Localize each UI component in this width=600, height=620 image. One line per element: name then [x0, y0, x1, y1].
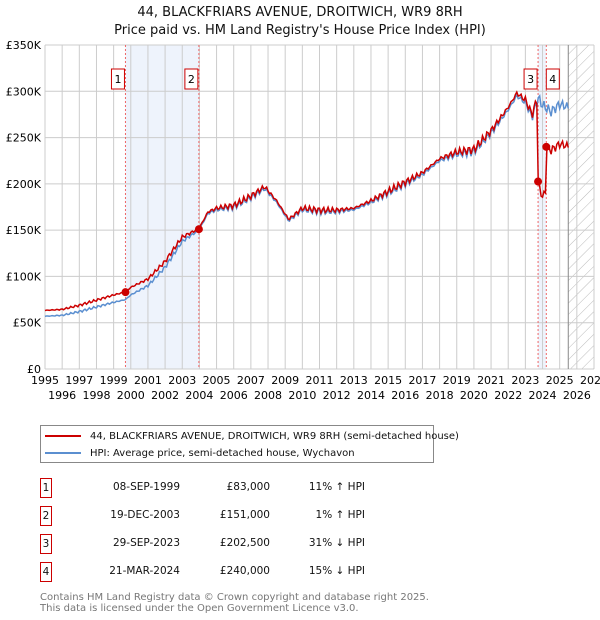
y-tick-label: £100K: [6, 270, 42, 283]
x-tick-label: 2011: [306, 374, 334, 387]
x-tick-label: 2027: [580, 374, 600, 387]
x-tick-label: 2022: [494, 389, 522, 402]
property-price-line: [44, 90, 569, 312]
x-tick-label: 1995: [31, 374, 59, 387]
sale-label-number: 1: [114, 73, 121, 86]
legend-swatch-blue: [45, 452, 81, 454]
sale-number-badge: 3: [40, 534, 52, 554]
legend-label: 44, BLACKFRIARS AVENUE, DROITWICH, WR9 8…: [90, 430, 459, 442]
sale-label-box: 2: [184, 68, 199, 90]
footer: Contains HM Land Registry data © Crown c…: [40, 592, 429, 614]
sale-date: 29-SEP-2023: [112, 537, 180, 549]
sale-label-number: 3: [527, 73, 534, 86]
footer-line: This data is licensed under the Open Gov…: [40, 603, 359, 614]
sale-price: £202,500: [219, 537, 270, 549]
y-tick-label: £250K: [6, 132, 42, 145]
x-tick-label: 2021: [477, 374, 505, 387]
sale-hpi-diff: 15% ↓ HPI: [308, 565, 365, 577]
legend-item-hpi: HPI: Average price, semi-detached house,…: [45, 446, 355, 460]
sale-price: £151,000: [219, 509, 270, 521]
sale-label-number: 4: [549, 73, 556, 86]
sale-point[interactable]: [542, 142, 551, 151]
y-tick-label: £350K: [6, 39, 42, 52]
y-tick-label: £150K: [6, 224, 42, 237]
x-tick-label: 2024: [529, 389, 557, 402]
x-tick-label: 1997: [65, 374, 93, 387]
sale-date: 08-SEP-1999: [112, 481, 180, 493]
sale-date: 19-DEC-2003: [110, 509, 180, 521]
legend-label: HPI: Average price, semi-detached house,…: [90, 447, 355, 459]
x-tick-label: 2026: [563, 389, 591, 402]
x-tick-label: 2009: [271, 374, 299, 387]
sale-point[interactable]: [121, 288, 130, 297]
sale-row: 4 21-MAR-2024 £240,000 15% ↓ HPI: [40, 562, 380, 582]
sale-point[interactable]: [534, 177, 543, 186]
x-tick-label: 2004: [185, 389, 213, 402]
legend-swatch-red: [45, 435, 81, 437]
legend: 44, BLACKFRIARS AVENUE, DROITWICH, WR9 8…: [40, 425, 459, 463]
sale-hpi-diff: 11% ↑ HPI: [308, 481, 365, 493]
x-tick-label: 1999: [100, 374, 128, 387]
x-tick-label: 2003: [168, 374, 196, 387]
sale-hpi-diff: 31% ↓ HPI: [308, 537, 365, 549]
x-tick-label: 2008: [254, 389, 282, 402]
x-tick-label: 2017: [408, 374, 436, 387]
x-tick-label: 2000: [117, 389, 145, 402]
legend-item-property: 44, BLACKFRIARS AVENUE, DROITWICH, WR9 8…: [45, 429, 459, 443]
shaded-period: [125, 45, 199, 369]
x-tick-label: 2019: [443, 374, 471, 387]
sale-label-box: 4: [545, 68, 560, 90]
sale-label-number: 2: [188, 73, 195, 86]
sale-label-box: 1: [110, 68, 125, 90]
chart-subtitle: Price paid vs. HM Land Registry's House …: [114, 23, 486, 38]
x-tick-label: 1998: [82, 389, 110, 402]
sale-date: 21-MAR-2024: [109, 565, 180, 577]
forecast-hatch: [568, 45, 594, 369]
x-tick-label: 2023: [511, 374, 539, 387]
y-tick-label: £50K: [13, 317, 42, 330]
x-tick-label: 2005: [203, 374, 231, 387]
x-tick-label: 2015: [374, 374, 402, 387]
x-tick-label: 2025: [546, 374, 574, 387]
x-tick-label: 2013: [340, 374, 368, 387]
sale-label-box: 3: [523, 68, 538, 90]
sale-row: 2 19-DEC-2003 £151,000 1% ↑ HPI: [40, 506, 380, 526]
sale-number-badge: 4: [40, 562, 52, 582]
x-tick-label: 2007: [237, 374, 265, 387]
sale-price: £83,000: [226, 481, 270, 493]
x-tick-label: 2014: [357, 389, 385, 402]
x-tick-label: 2006: [220, 389, 248, 402]
hpi-line: [44, 93, 569, 318]
footer-line: Contains HM Land Registry data © Crown c…: [40, 592, 429, 603]
sale-hpi-diff: 1% ↑ HPI: [315, 509, 365, 521]
y-tick-label: £200K: [6, 178, 42, 191]
x-tick-label: 2012: [323, 389, 351, 402]
sale-price: £240,000: [219, 565, 270, 577]
x-tick-label: 2001: [134, 374, 162, 387]
x-tick-label: 2010: [288, 389, 316, 402]
y-tick-label: £300K: [6, 85, 42, 98]
y-tick-label: £0: [27, 363, 41, 376]
sale-row: 3 29-SEP-2023 £202,500 31% ↓ HPI: [40, 534, 380, 554]
sale-point[interactable]: [194, 225, 203, 234]
x-tick-label: 2020: [460, 389, 488, 402]
sale-row: 1 08-SEP-1999 £83,000 11% ↑ HPI: [40, 478, 380, 498]
x-tick-label: 2018: [426, 389, 454, 402]
sale-number-badge: 1: [40, 478, 52, 498]
x-tick-label: 2002: [151, 389, 179, 402]
x-tick-label: 1996: [48, 389, 76, 402]
x-tick-label: 2016: [391, 389, 419, 402]
chart-title: 44, BLACKFRIARS AVENUE, DROITWICH, WR9 8…: [137, 5, 463, 20]
price-chart: 1995 1996 1997 1998 1999 2000 2001 2002 2003 2004…: [6, 39, 600, 402]
sale-number-badge: 2: [40, 506, 52, 526]
